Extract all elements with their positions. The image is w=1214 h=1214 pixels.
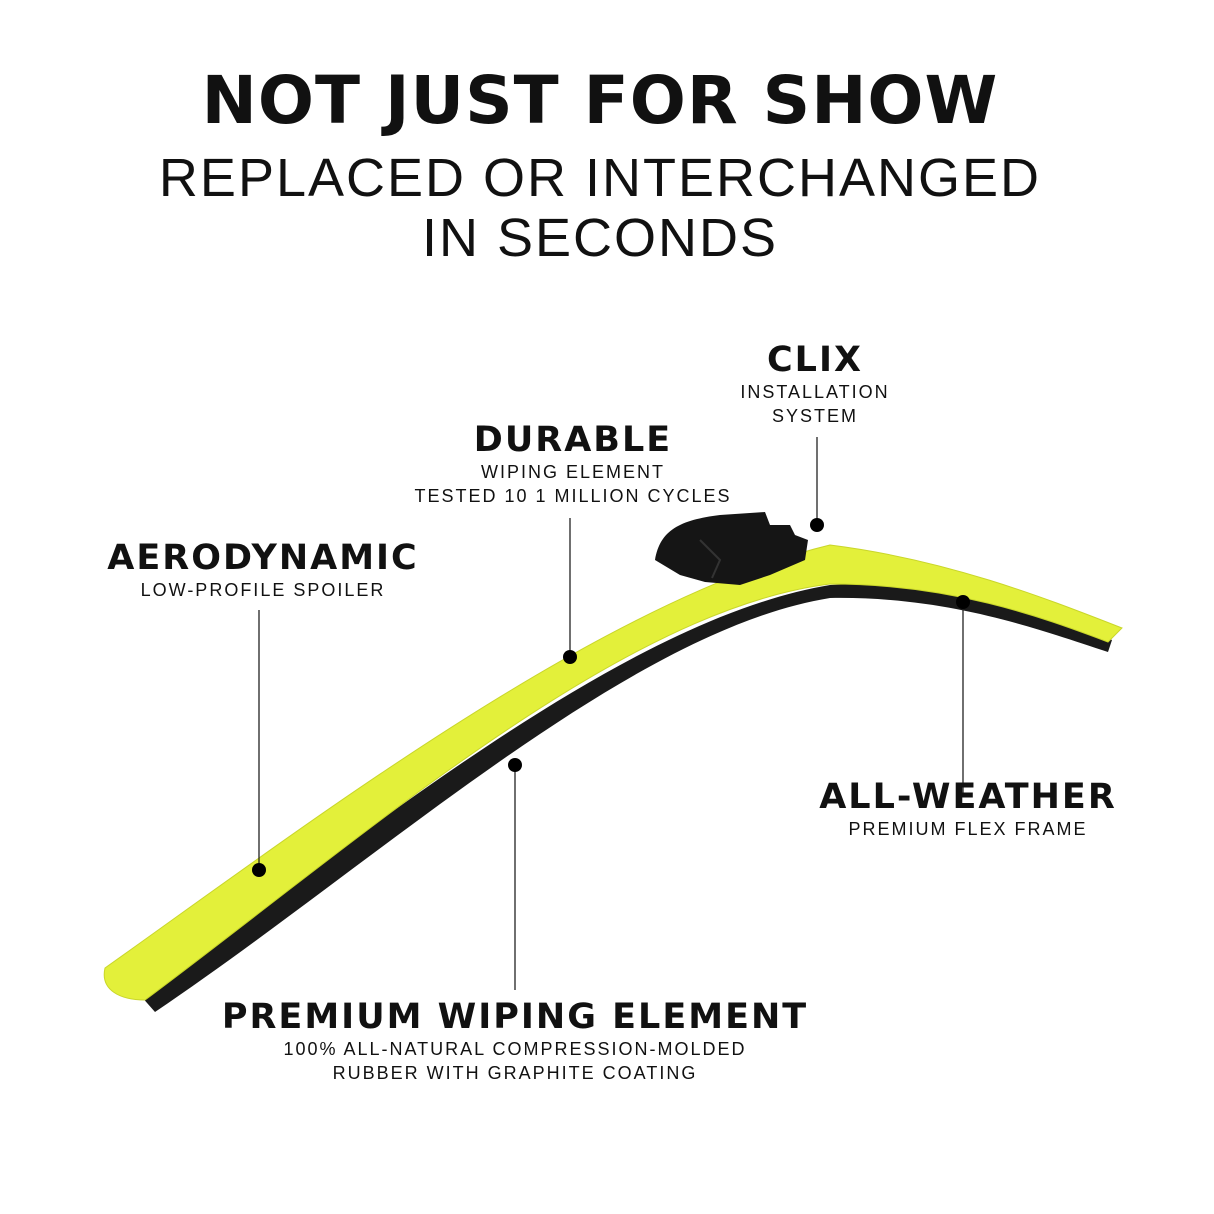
rubber-element <box>140 584 1112 1012</box>
callout-lines <box>258 437 964 990</box>
callout-durable: DURABLE WIPING ELEMENT TESTED 10 1 MILLI… <box>414 420 731 508</box>
callout-desc: PREMIUM FLEX FRAME <box>848 819 1088 839</box>
callout-desc: SYSTEM <box>771 406 859 426</box>
callout-all-weather: ALL-WEATHER PREMIUM FLEX FRAME <box>819 777 1117 841</box>
headline: NOT JUST FOR SHOW <box>201 62 999 139</box>
callout-desc: INSTALLATION <box>740 382 890 402</box>
callout-aerodynamic: AERODYNAMIC LOW-PROFILE SPOILER <box>107 538 418 602</box>
callout-desc: WIPING ELEMENT <box>480 462 665 482</box>
callout-dots <box>252 518 970 877</box>
subheadline: REPLACED OR INTERCHANGED IN SECONDS <box>159 148 1041 268</box>
callout-clix: CLIX INSTALLATION SYSTEM <box>740 340 889 428</box>
callout-desc: TESTED 10 1 MILLION CYCLES <box>414 486 732 506</box>
subheadline-line-1: REPLACED OR INTERCHANGED <box>158 148 1042 208</box>
subheadline-line-2: IN SECONDS <box>421 208 779 268</box>
callout-title: PREMIUM WIPING ELEMENT <box>221 997 809 1037</box>
callout-desc: LOW-PROFILE SPOILER <box>140 580 386 600</box>
flex-frame <box>103 544 1123 1001</box>
callout-title: CLIX <box>766 340 863 380</box>
callout-desc: RUBBER WITH GRAPHITE COATING <box>332 1063 698 1083</box>
callout-premium-wiping-element: PREMIUM WIPING ELEMENT 100% ALL-NATURAL … <box>222 997 808 1085</box>
callout-title: DURABLE <box>473 420 673 460</box>
clix-adapter <box>655 512 808 585</box>
callout-title: ALL-WEATHER <box>819 777 1117 817</box>
callout-title: AERODYNAMIC <box>107 538 419 578</box>
callout-desc: 100% ALL-NATURAL COMPRESSION-MOLDED <box>283 1039 747 1059</box>
